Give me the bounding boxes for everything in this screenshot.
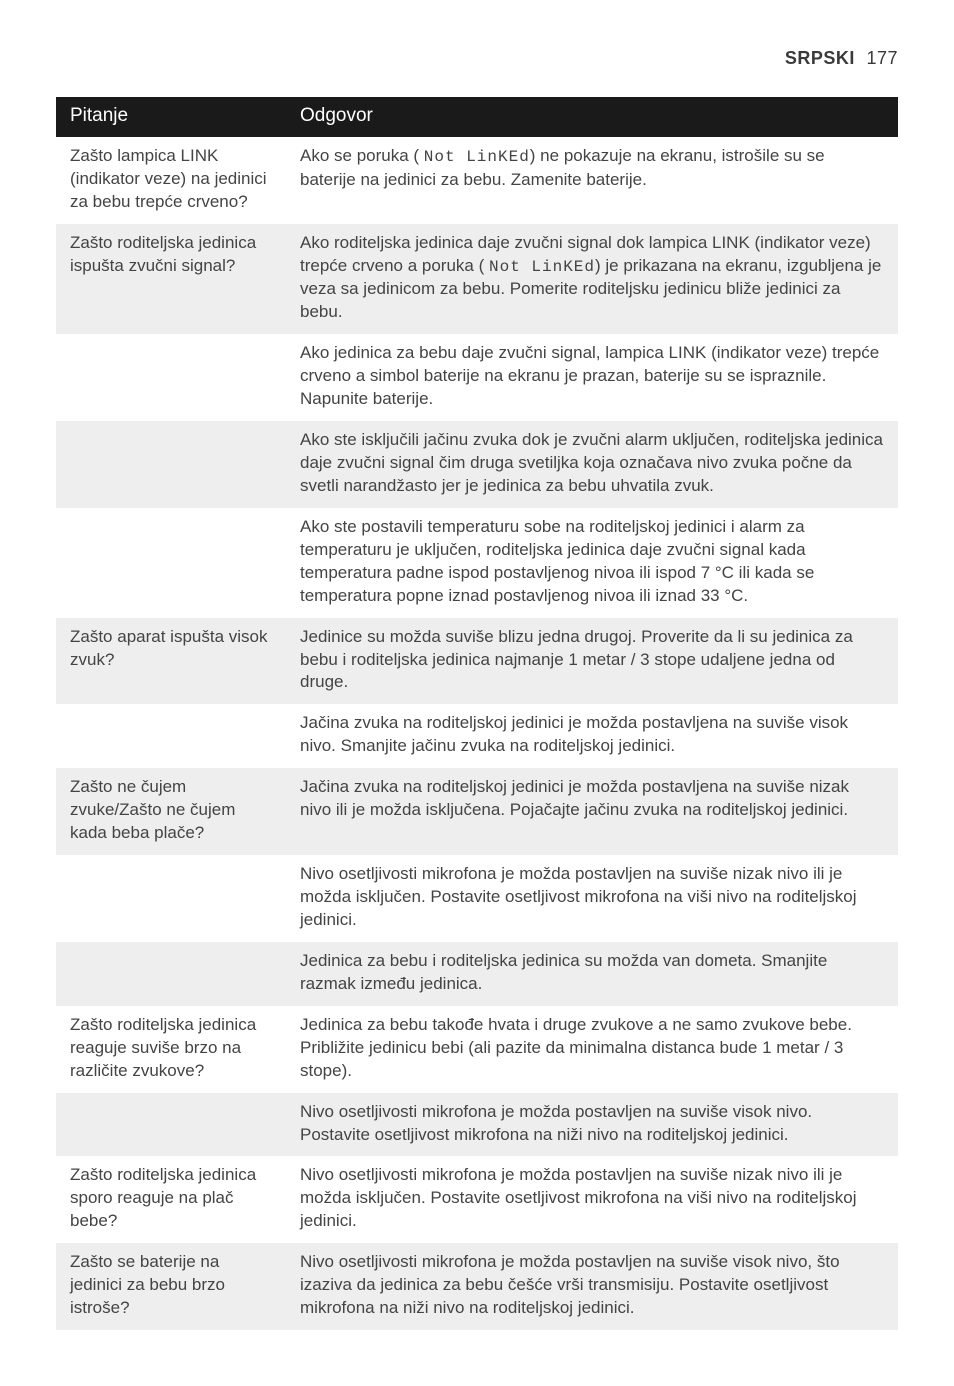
question-cell: Zašto roditeljska jedinica ispušta zvučn… (56, 224, 286, 334)
table-row: Zašto se baterije na jedinici za bebu br… (56, 1243, 898, 1330)
table-row: Ako ste postavili temperaturu sobe na ro… (56, 508, 898, 618)
faq-table: Pitanje Odgovor Zašto lampica LINK (indi… (56, 97, 898, 1330)
question-cell (56, 1093, 286, 1157)
lcd-message: Not LinKEd (424, 148, 530, 166)
table-row: Ako jedinica za bebu daje zvučni signal,… (56, 334, 898, 421)
col-question: Pitanje (56, 97, 286, 137)
table-row: Nivo osetljivosti mikrofona je možda pos… (56, 1093, 898, 1157)
answer-cell: Jačina zvuka na roditeljskoj jedinici je… (286, 704, 898, 768)
page-number: 177 (866, 48, 898, 68)
question-cell (56, 421, 286, 508)
question-cell: Zašto lampica LINK (indikator veze) na j… (56, 137, 286, 224)
table-row: Nivo osetljivosti mikrofona je možda pos… (56, 855, 898, 942)
answer-cell: Ako jedinica za bebu daje zvučni signal,… (286, 334, 898, 421)
col-answer: Odgovor (286, 97, 898, 137)
table-row: Zašto lampica LINK (indikator veze) na j… (56, 137, 898, 224)
question-cell: Zašto roditeljska jedinica sporo reaguje… (56, 1156, 286, 1243)
table-body: Zašto lampica LINK (indikator veze) na j… (56, 137, 898, 1330)
question-cell (56, 942, 286, 1006)
table-header-row: Pitanje Odgovor (56, 97, 898, 137)
answer-cell: Nivo osetljivosti mikrofona je možda pos… (286, 1156, 898, 1243)
page-header: SRPSKI 177 (56, 48, 898, 69)
document-page: SRPSKI 177 Pitanje Odgovor Zašto lampica… (0, 0, 954, 1386)
answer-cell: Jačina zvuka na roditeljskoj jedinici je… (286, 768, 898, 855)
question-cell: Zašto ne čujem zvuke/Zašto ne čujem kada… (56, 768, 286, 855)
question-cell: Zašto aparat ispušta visok zvuk? (56, 618, 286, 705)
answer-cell: Jedinica za bebu takođe hvata i druge zv… (286, 1006, 898, 1093)
answer-cell: Ako roditeljska jedinica daje zvučni sig… (286, 224, 898, 334)
table-row: Zašto aparat ispušta visok zvuk?Jedinice… (56, 618, 898, 705)
question-cell (56, 334, 286, 421)
answer-cell: Nivo osetljivosti mikrofona je možda pos… (286, 855, 898, 942)
answer-cell: Nivo osetljivosti mikrofona je možda pos… (286, 1093, 898, 1157)
table-row: Zašto roditeljska jedinica sporo reaguje… (56, 1156, 898, 1243)
question-cell (56, 855, 286, 942)
answer-cell: Ako se poruka ( Not LinKEd) ne pokazuje … (286, 137, 898, 224)
question-cell (56, 508, 286, 618)
answer-cell: Jedinica za bebu i roditeljska jedinica … (286, 942, 898, 1006)
table-row: Jačina zvuka na roditeljskoj jedinici je… (56, 704, 898, 768)
table-row: Zašto roditeljska jedinica reaguje suviš… (56, 1006, 898, 1093)
table-row: Zašto roditeljska jedinica ispušta zvučn… (56, 224, 898, 334)
answer-cell: Jedinice su možda suviše blizu jedna dru… (286, 618, 898, 705)
question-cell: Zašto se baterije na jedinici za bebu br… (56, 1243, 286, 1330)
table-row: Jedinica za bebu i roditeljska jedinica … (56, 942, 898, 1006)
answer-cell: Ako ste postavili temperaturu sobe na ro… (286, 508, 898, 618)
answer-cell: Ako ste isključili jačinu zvuka dok je z… (286, 421, 898, 508)
table-row: Ako ste isključili jačinu zvuka dok je z… (56, 421, 898, 508)
table-row: Zašto ne čujem zvuke/Zašto ne čujem kada… (56, 768, 898, 855)
language-label: SRPSKI (785, 48, 855, 68)
question-cell (56, 704, 286, 768)
answer-cell: Nivo osetljivosti mikrofona je možda pos… (286, 1243, 898, 1330)
question-cell: Zašto roditeljska jedinica reaguje suviš… (56, 1006, 286, 1093)
lcd-message: Not LinKEd (489, 258, 595, 276)
